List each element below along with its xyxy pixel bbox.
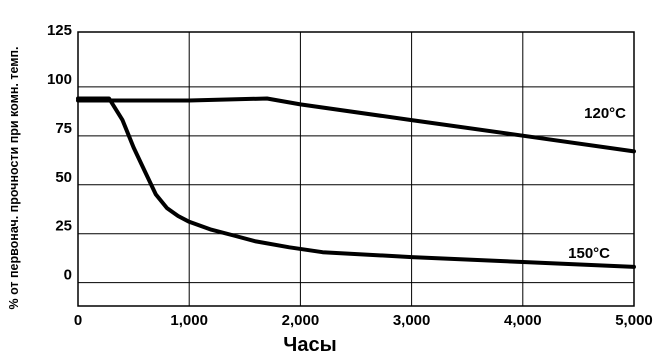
y-axis-title: % от первонач. прочности при комн. темп. [7,46,21,309]
y-tick-label: 75 [55,120,72,137]
x-tick-label: 5,000 [615,312,653,329]
x-tick-label: 1,000 [170,312,208,329]
series-lines [76,96,636,269]
y-tick-label: 50 [55,169,72,186]
tick-labels: 0 1,000 2,000 3,000 4,000 5,000 0 25 50 75 100 125 [47,22,653,329]
x-tick-label: 4,000 [504,312,542,329]
plot-border [77,31,635,307]
series-label-120c: 120°C [584,105,626,122]
y-tick-label: 0 [64,267,72,284]
y-tick-label: 25 [55,218,72,235]
series-line-150c [76,96,636,269]
y-tick-label: 125 [47,22,72,39]
x-tick-label: 3,000 [393,312,431,329]
x-axis-title: Часы [283,334,336,356]
series-label-150c: 150°C [568,245,610,262]
x-tick-label: 0 [74,312,82,329]
plot-frame [77,31,635,307]
series-line-120c [76,96,636,154]
grid [78,32,634,306]
x-tick-label: 2,000 [282,312,320,329]
y-tick-label: 100 [47,71,72,88]
